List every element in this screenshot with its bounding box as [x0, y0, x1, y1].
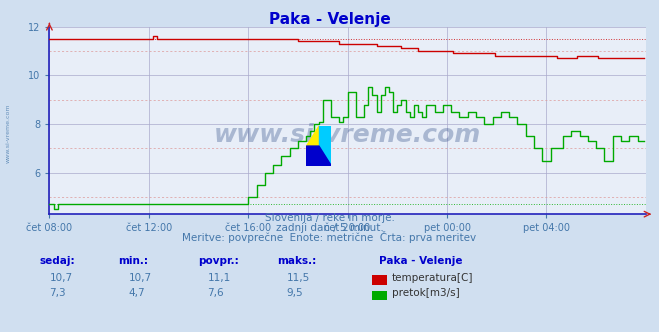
Text: www.si-vreme.com: www.si-vreme.com: [214, 124, 481, 147]
Polygon shape: [319, 126, 331, 166]
Text: povpr.:: povpr.:: [198, 256, 239, 266]
Text: 4,7: 4,7: [129, 288, 145, 298]
Text: 11,1: 11,1: [208, 273, 231, 283]
Text: temperatura[C]: temperatura[C]: [392, 273, 474, 283]
Text: 11,5: 11,5: [287, 273, 310, 283]
Text: 10,7: 10,7: [129, 273, 152, 283]
Text: sedaj:: sedaj:: [40, 256, 75, 266]
Text: 9,5: 9,5: [287, 288, 303, 298]
Text: 7,6: 7,6: [208, 288, 224, 298]
Text: Slovenija / reke in morje.: Slovenija / reke in morje.: [264, 213, 395, 223]
Text: Meritve: povprečne  Enote: metrične  Črta: prva meritev: Meritve: povprečne Enote: metrične Črta:…: [183, 231, 476, 243]
Text: 7,3: 7,3: [49, 288, 66, 298]
Text: zadnji dan / 5 minut.: zadnji dan / 5 minut.: [275, 223, 384, 233]
Text: www.si-vreme.com: www.si-vreme.com: [5, 103, 11, 163]
Text: min.:: min.:: [119, 256, 149, 266]
Text: maks.:: maks.:: [277, 256, 316, 266]
Polygon shape: [306, 126, 319, 146]
Polygon shape: [306, 146, 331, 166]
Text: pretok[m3/s]: pretok[m3/s]: [392, 288, 460, 298]
Text: Paka - Velenje: Paka - Velenje: [269, 12, 390, 27]
Text: Paka - Velenje: Paka - Velenje: [379, 256, 463, 266]
Text: 10,7: 10,7: [49, 273, 72, 283]
